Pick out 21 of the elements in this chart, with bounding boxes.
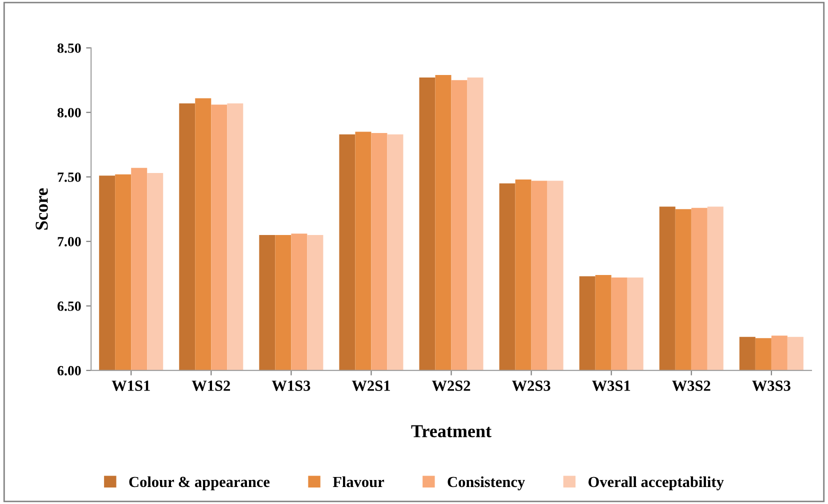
legend-label: Colour & appearance bbox=[129, 476, 270, 490]
legend-label: Flavour bbox=[332, 476, 384, 488]
y-tick-label: 6.00 bbox=[58, 366, 81, 376]
y-tick-label: 6.50 bbox=[58, 302, 81, 311]
legend-label: Consistency bbox=[448, 476, 525, 490]
x-tick-label: W2S2 bbox=[432, 380, 470, 391]
x-tick-label: W1S2 bbox=[192, 380, 230, 391]
y-tick-label: 7.50 bbox=[58, 172, 81, 182]
x-tick-label: W1S3 bbox=[272, 380, 310, 391]
legend-label: Overall acceptability bbox=[588, 476, 724, 490]
x-tick-label: W2S1 bbox=[352, 380, 390, 391]
x-tick-label: W2S3 bbox=[512, 380, 550, 391]
y-axis-title: Score bbox=[36, 188, 48, 230]
x-tick-label: W3S3 bbox=[752, 380, 790, 391]
y-tick-label: 8.00 bbox=[58, 108, 81, 118]
x-tick-label: W1S1 bbox=[112, 380, 150, 391]
y-tick-label: 8.50 bbox=[58, 43, 81, 53]
x-axis-title: Treatment bbox=[411, 425, 492, 438]
x-tick-label: W3S2 bbox=[672, 380, 710, 391]
y-tick-label: 7.00 bbox=[58, 237, 81, 246]
x-tick-label: W3S1 bbox=[592, 380, 630, 391]
